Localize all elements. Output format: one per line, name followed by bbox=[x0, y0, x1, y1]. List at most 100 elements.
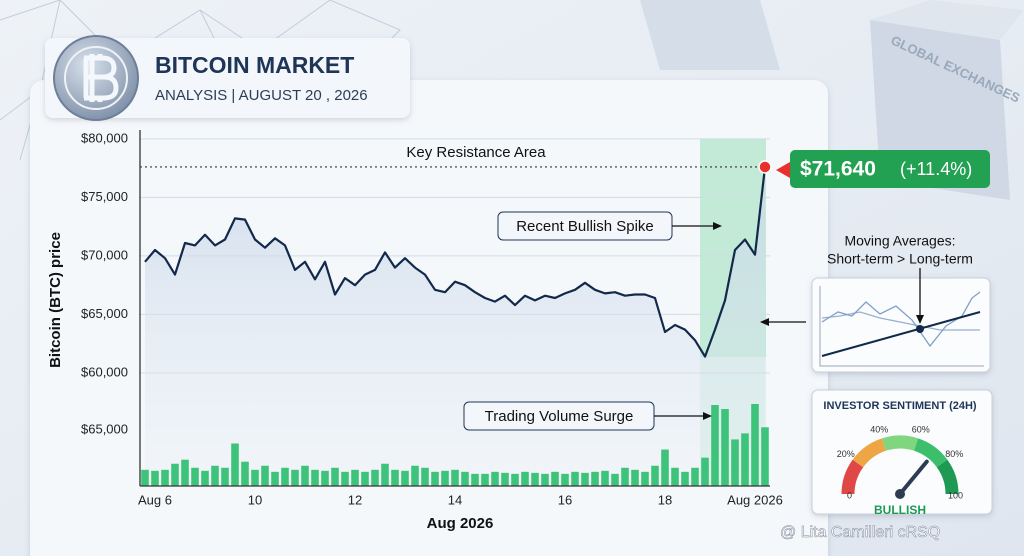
volume-bar bbox=[521, 471, 529, 486]
y-tick-label: $65,000 bbox=[81, 306, 128, 321]
x-axis-title: Aug 2026 bbox=[427, 515, 494, 532]
price-badge bbox=[790, 150, 990, 188]
y-tick-label: $75,000 bbox=[81, 189, 128, 204]
volume-bar bbox=[381, 463, 389, 486]
volume-bar bbox=[271, 471, 279, 486]
annotation: Recent Bullish Spike bbox=[516, 218, 654, 235]
volume-bar bbox=[171, 463, 179, 486]
volume-bar bbox=[151, 470, 159, 486]
volume-bar bbox=[321, 470, 329, 486]
gauge-hub bbox=[895, 489, 905, 499]
volume-bar bbox=[431, 471, 439, 486]
volume-bar bbox=[591, 471, 599, 486]
volume-bar bbox=[711, 405, 719, 486]
volume-bar bbox=[751, 404, 759, 486]
volume-bar bbox=[141, 469, 149, 486]
volume-bar bbox=[451, 469, 459, 486]
volume-bar bbox=[651, 465, 659, 486]
title-card bbox=[45, 38, 410, 118]
subtitle: ANALYSIS | AUGUST 20 , 2026 bbox=[155, 87, 368, 104]
volume-bar bbox=[491, 471, 499, 486]
volume-bar bbox=[561, 473, 569, 486]
x-tick-label: 14 bbox=[448, 492, 462, 507]
volume-bar bbox=[571, 471, 579, 486]
volume-bar bbox=[721, 409, 729, 486]
arrow-head bbox=[916, 315, 924, 324]
volume-bar bbox=[761, 427, 769, 486]
volume-bar bbox=[361, 471, 369, 486]
volume-bar bbox=[181, 459, 189, 486]
x-tick-label: Aug 2026 bbox=[727, 492, 783, 507]
arrow-head bbox=[703, 412, 712, 420]
volume-bar bbox=[251, 469, 259, 486]
volume-bar bbox=[291, 469, 299, 486]
coin-ring bbox=[64, 46, 128, 110]
volume-tick-label: $65,000 bbox=[81, 421, 128, 436]
gauge-segment bbox=[841, 459, 864, 495]
volume-bar bbox=[371, 469, 379, 486]
volume-bar bbox=[641, 471, 649, 486]
price-pointer bbox=[776, 162, 790, 178]
x-tick-label: 10 bbox=[248, 492, 262, 507]
inset-card bbox=[811, 277, 991, 373]
volume-bar bbox=[541, 473, 549, 486]
y-tick-label: $80,000 bbox=[81, 130, 128, 145]
volume-bar bbox=[601, 470, 609, 486]
inset-axes bbox=[819, 286, 984, 367]
volume-bar bbox=[351, 469, 359, 486]
gauge-segment bbox=[881, 435, 919, 451]
annotation: Trading Volume Surge bbox=[485, 408, 634, 425]
volume-bar bbox=[191, 467, 199, 486]
inset-cross bbox=[916, 325, 924, 333]
volume-bar bbox=[551, 471, 559, 486]
price-label: $71,640 bbox=[800, 158, 876, 181]
volume-bar bbox=[481, 473, 489, 486]
volume-bar bbox=[311, 469, 319, 486]
gauge-tick-label: 40% bbox=[870, 425, 888, 435]
gauge-needle bbox=[898, 459, 929, 496]
volume-bar bbox=[671, 467, 679, 486]
volume-bar bbox=[421, 467, 429, 486]
volume-bar bbox=[261, 465, 269, 486]
gauge-tick-label: 20% bbox=[837, 449, 855, 459]
volume-bar bbox=[621, 467, 629, 486]
volume-bar bbox=[401, 470, 409, 486]
volume-bar bbox=[631, 469, 639, 486]
volume-bar bbox=[731, 439, 739, 486]
volume-bar bbox=[411, 465, 419, 486]
x-tick-label: 18 bbox=[658, 492, 672, 507]
volume-bar bbox=[611, 473, 619, 486]
volume-bar bbox=[741, 433, 749, 486]
volume-bar bbox=[281, 467, 289, 486]
volume-bar bbox=[241, 461, 249, 486]
volume-bar bbox=[531, 472, 539, 486]
price-line bbox=[144, 166, 767, 358]
volume-bar bbox=[581, 472, 589, 486]
inset-short-ma bbox=[821, 311, 981, 357]
gauge-tick-label: 100 bbox=[948, 490, 963, 500]
gauge-segment bbox=[852, 438, 887, 468]
x-tick-label: 12 bbox=[348, 492, 362, 507]
gauge-segment bbox=[936, 459, 959, 495]
x-tick-label: Aug 6 bbox=[138, 492, 172, 507]
gauge-segment bbox=[913, 438, 948, 468]
last-price-marker bbox=[758, 160, 772, 174]
volume-bar bbox=[161, 469, 169, 486]
volume-bar bbox=[231, 443, 239, 486]
arrow-head bbox=[713, 222, 722, 230]
volume-bar bbox=[701, 457, 709, 486]
inset-title: Moving Averages: bbox=[844, 233, 955, 249]
volume-bar bbox=[341, 471, 349, 486]
watermark: @ Lita Camilleri cRSQ bbox=[780, 524, 940, 541]
volume-bar bbox=[471, 473, 479, 486]
volume-bar bbox=[201, 470, 209, 486]
volume-bar bbox=[501, 472, 509, 486]
inset-subtitle: Short-term > Long-term bbox=[827, 251, 973, 267]
volume-bar bbox=[511, 473, 519, 486]
title: BITCOIN MARKET bbox=[155, 52, 354, 78]
resistance-label: Key Resistance Area bbox=[406, 144, 546, 161]
gauge-tick-label: 60% bbox=[912, 425, 930, 435]
inset-price bbox=[821, 291, 981, 348]
y-axis-title: Bitcoin (BTC) price bbox=[47, 232, 64, 368]
